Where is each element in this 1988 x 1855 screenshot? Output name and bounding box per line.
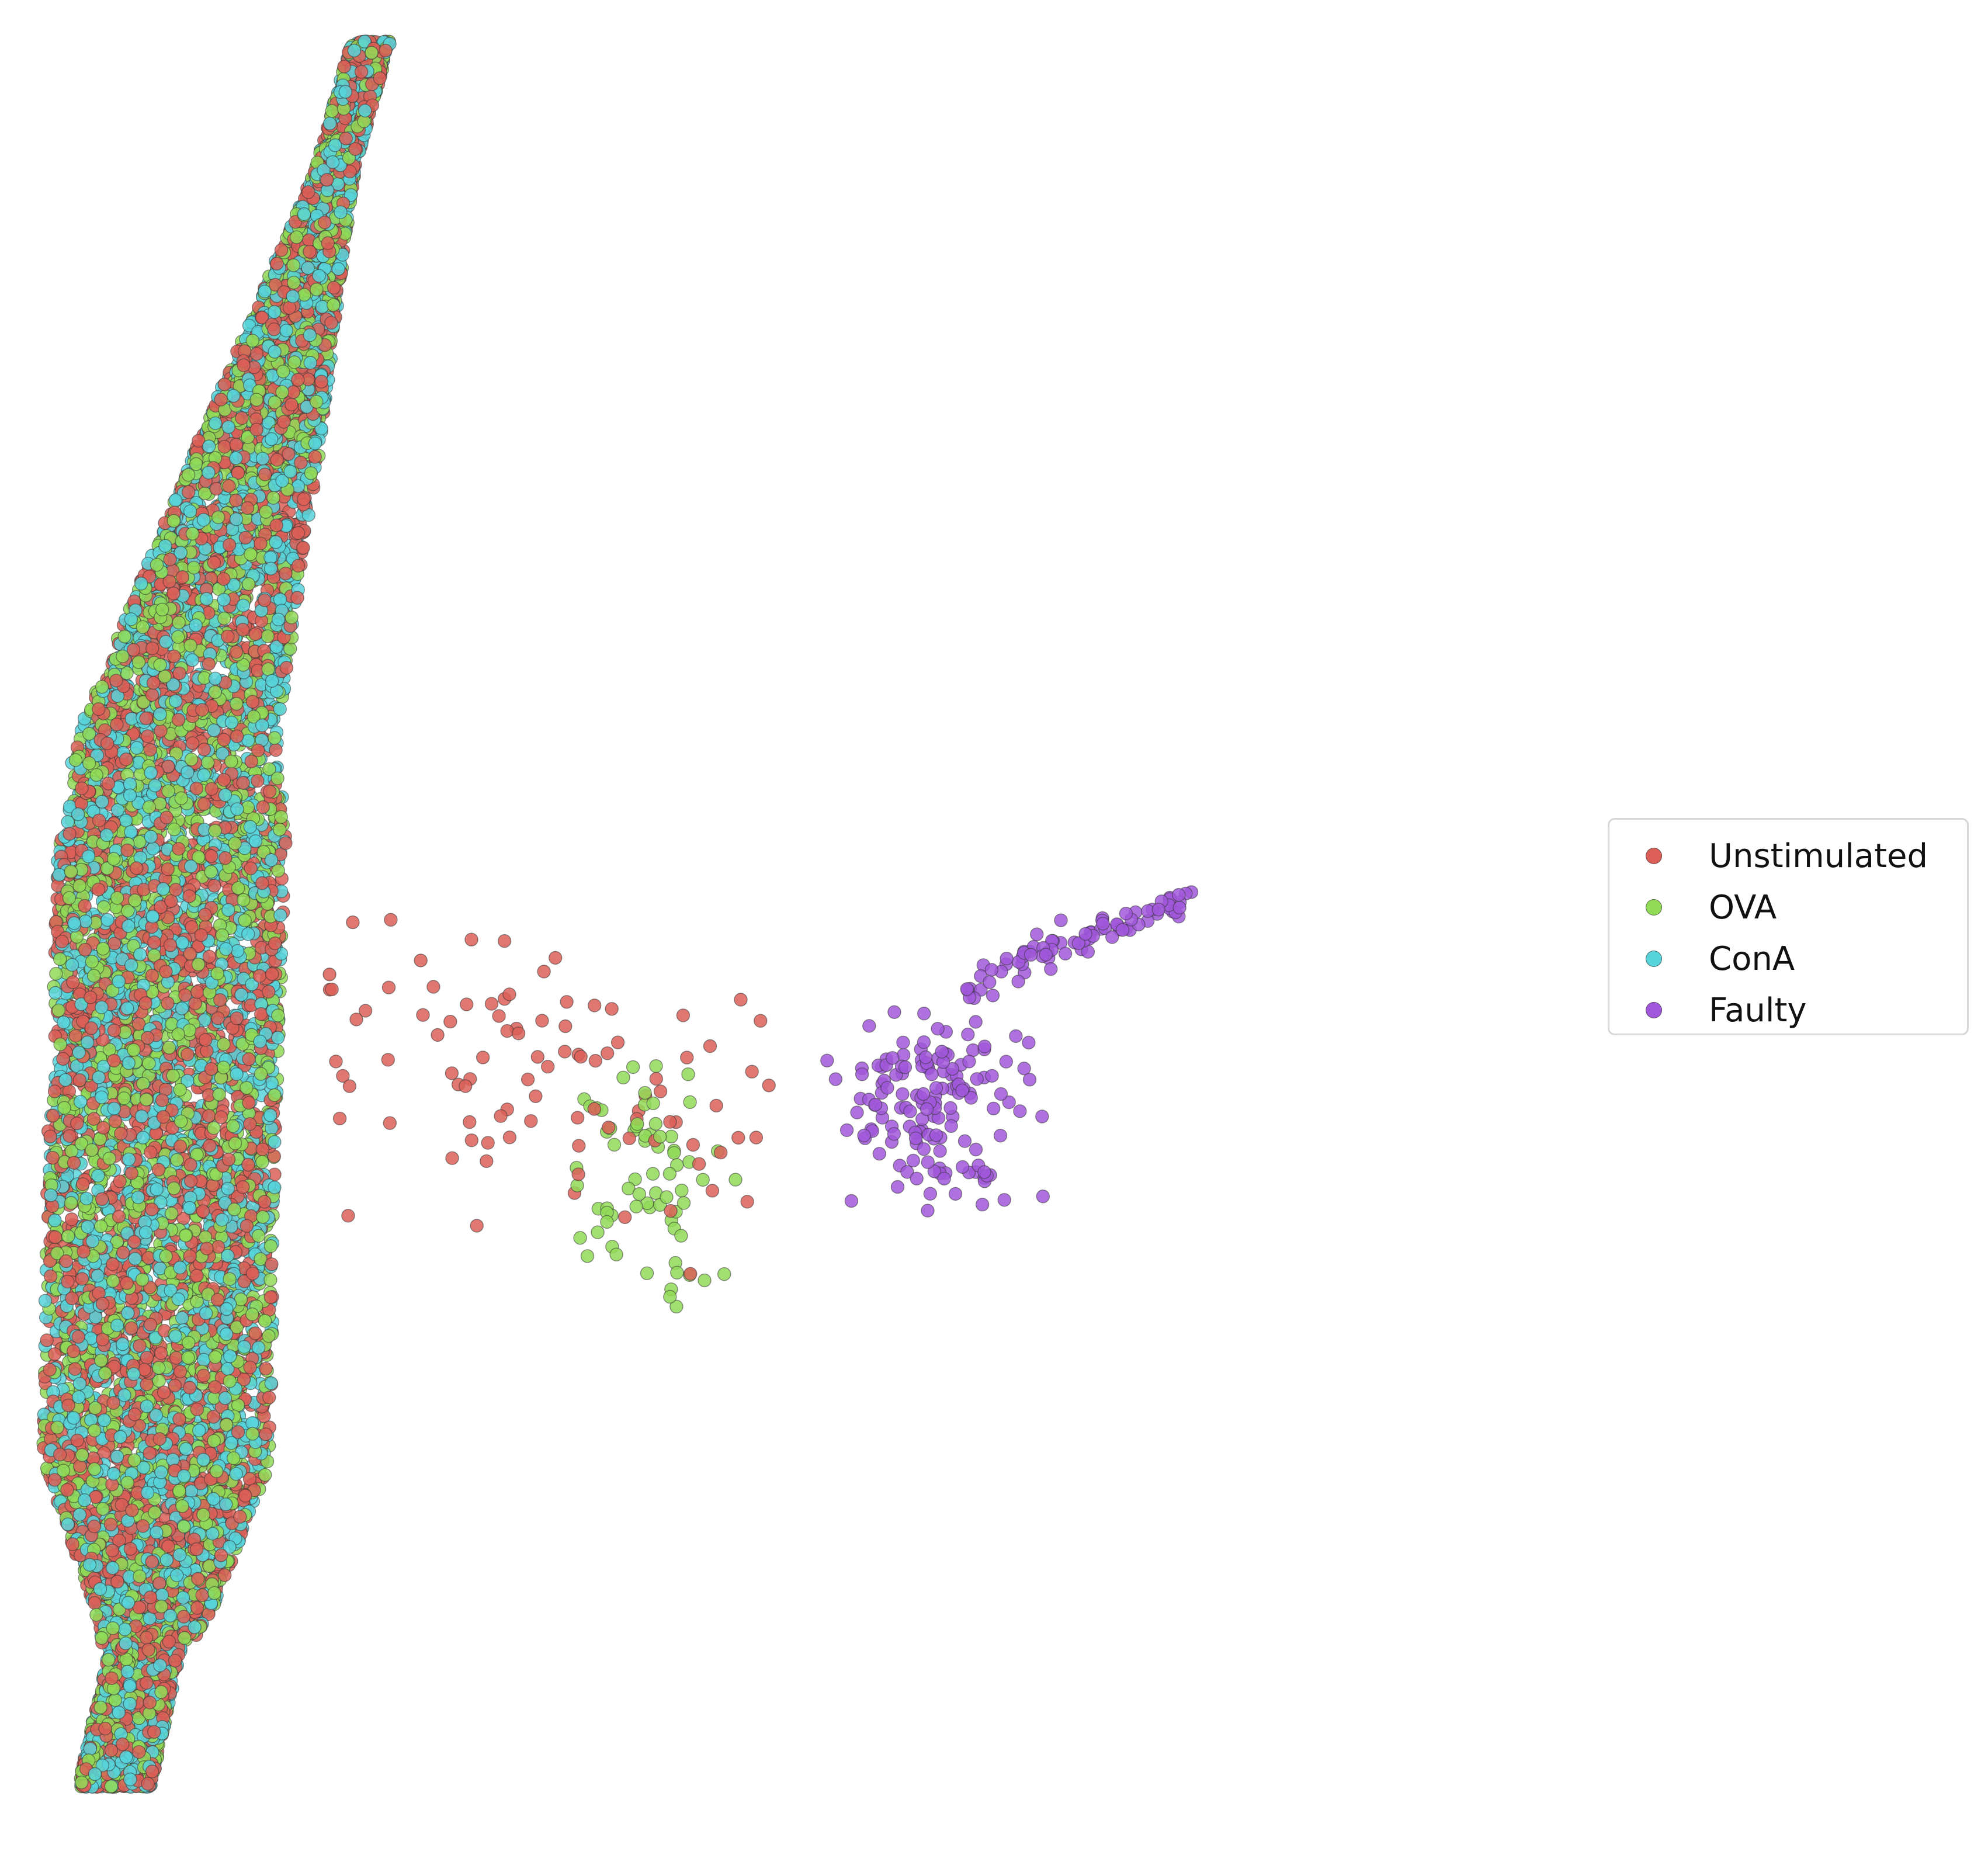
point-unstimulated	[617, 1210, 632, 1225]
point-unstimulated	[530, 1050, 544, 1064]
point-unstimulated	[740, 1195, 754, 1209]
point-unstimulated	[492, 1009, 506, 1023]
point-unstimulated	[521, 1072, 535, 1087]
point-ova	[648, 1117, 663, 1131]
point-unstimulated	[745, 1065, 759, 1079]
point-unstimulated	[497, 934, 512, 948]
point-ova	[675, 1183, 689, 1198]
point-unstimulated	[384, 913, 398, 927]
point-ova	[649, 1059, 663, 1073]
point-unstimulated	[734, 993, 748, 1007]
point-unstimulated	[464, 1133, 478, 1147]
point-unstimulated	[754, 1014, 768, 1028]
point-ova	[591, 1225, 605, 1239]
point-unstimulated	[381, 1053, 395, 1067]
point-ova	[580, 1249, 595, 1263]
point-unstimulated	[558, 1019, 573, 1034]
point-unstimulated	[653, 1084, 668, 1098]
point-unstimulated	[560, 995, 574, 1009]
point-unstimulated	[322, 968, 336, 982]
point-unstimulated	[463, 1115, 477, 1129]
point-unstimulated	[460, 997, 474, 1011]
point-unstimulated	[537, 965, 551, 979]
point-unstimulated	[259, 1361, 273, 1376]
point-unstimulated	[346, 915, 360, 930]
point-unstimulated	[494, 1109, 508, 1123]
point-unstimulated	[529, 1089, 543, 1104]
point-ova	[676, 1196, 691, 1210]
point-ova	[628, 1172, 642, 1187]
point-unstimulated	[416, 1008, 430, 1022]
point-unstimulated	[476, 1050, 490, 1065]
point-ova	[698, 1273, 712, 1288]
point-ova	[609, 1247, 623, 1261]
point-unstimulated	[481, 1136, 495, 1150]
point-unstimulated	[480, 1154, 494, 1169]
point-ova	[667, 1146, 681, 1160]
point-unstimulated	[605, 1002, 619, 1016]
point-ova	[573, 1230, 587, 1245]
point-unstimulated	[558, 1045, 572, 1059]
